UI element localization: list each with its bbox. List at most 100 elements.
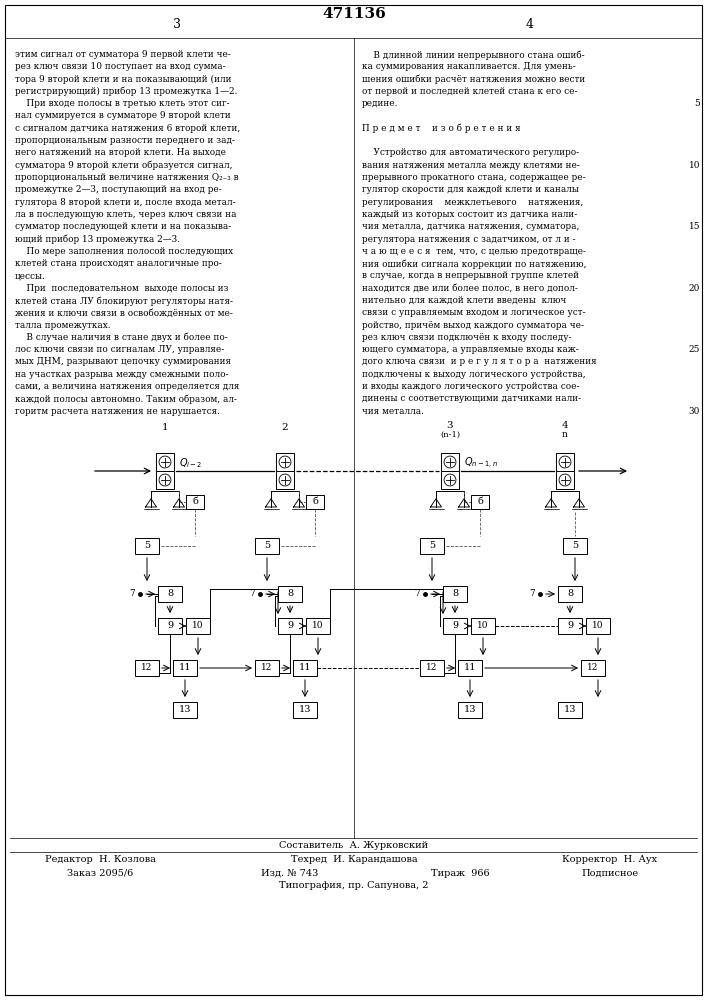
Text: 13: 13 [299, 706, 311, 714]
Text: 8: 8 [567, 589, 573, 598]
Text: ющего сумматора, а управляемые входы каж-: ющего сумматора, а управляемые входы каж… [362, 345, 579, 354]
Text: б: б [477, 497, 483, 506]
Text: 9: 9 [567, 621, 573, 631]
Text: 10: 10 [477, 621, 489, 631]
Bar [443, 586, 467, 602]
Text: n: n [562, 430, 568, 439]
Text: 8: 8 [287, 589, 293, 598]
Bar [558, 702, 582, 718]
Text: 10: 10 [689, 161, 700, 170]
Bar [135, 538, 159, 554]
Text: 5: 5 [144, 542, 150, 550]
Text: 8: 8 [167, 589, 173, 598]
Circle shape [159, 456, 171, 468]
Text: Тираж  966: Тираж 966 [431, 868, 489, 878]
Text: 11: 11 [464, 664, 477, 672]
Text: 5: 5 [264, 542, 270, 550]
Text: талла промежутках.: талла промежутках. [15, 321, 110, 330]
Text: 30: 30 [689, 407, 700, 416]
Text: сумматор последующей клети и на показыва-: сумматор последующей клети и на показыва… [15, 222, 231, 231]
Text: П р е д м е т    и з о б р е т е н и я: П р е д м е т и з о б р е т е н и я [362, 124, 520, 133]
Text: цессы.: цессы. [15, 271, 46, 280]
Text: 5: 5 [429, 542, 435, 550]
Text: 10: 10 [592, 621, 604, 631]
Text: 7: 7 [530, 589, 535, 598]
Text: подключены к выходу логического устройства,: подключены к выходу логического устройст… [362, 370, 585, 379]
Text: $Q_{i-2}$: $Q_{i-2}$ [179, 456, 202, 470]
Text: 7: 7 [414, 589, 420, 598]
Bar [276, 471, 294, 489]
Text: 4: 4 [526, 17, 534, 30]
Text: 12: 12 [262, 664, 273, 672]
Text: на участках разрыва между смежными поло-: на участках разрыва между смежными поло- [15, 370, 228, 379]
Text: рез ключ связи подключён к входу последу-: рез ключ связи подключён к входу последу… [362, 333, 571, 342]
Text: ч а ю щ е е с я  тем, что, с целью предотвраще-: ч а ю щ е е с я тем, что, с целью предот… [362, 247, 586, 256]
Text: этим сигнал от сумматора 9 первой клети че-: этим сигнал от сумматора 9 первой клети … [15, 50, 231, 59]
Text: 3: 3 [173, 17, 181, 30]
Text: 13: 13 [179, 706, 192, 714]
Text: В случае наличия в стане двух и более по-: В случае наличия в стане двух и более по… [15, 333, 228, 342]
Text: дого ключа связи  и р е г у л я т о р а  натяжения: дого ключа связи и р е г у л я т о р а н… [362, 358, 597, 366]
Bar [156, 453, 174, 471]
Text: 4: 4 [561, 421, 568, 430]
Text: промежутке 2—3, поступающий на вход ре-: промежутке 2—3, поступающий на вход ре- [15, 185, 222, 194]
Bar [306, 495, 324, 509]
Bar [420, 538, 444, 554]
Text: гулятор скорости для каждой клети и каналы: гулятор скорости для каждой клети и кана… [362, 185, 579, 194]
Circle shape [279, 456, 291, 468]
Text: горитм расчета натяжения не нарушается.: горитм расчета натяжения не нарушается. [15, 407, 220, 416]
Text: него натяжений на второй клети. На выходе: него натяжений на второй клети. На выход… [15, 148, 226, 157]
Text: 10: 10 [192, 621, 204, 631]
Text: шения ошибки расчёт натяжения можно вести: шения ошибки расчёт натяжения можно вест… [362, 75, 585, 84]
Text: каждой полосы автономно. Таким образом, ал-: каждой полосы автономно. Таким образом, … [15, 394, 237, 404]
Bar [443, 618, 467, 634]
Bar [173, 660, 197, 676]
Bar [278, 618, 302, 634]
Text: динены с соответствующими датчиками нали-: динены с соответствующими датчиками нали… [362, 394, 581, 403]
Text: Изд. № 743: Изд. № 743 [262, 868, 319, 878]
Bar [306, 618, 330, 634]
Text: в случае, когда в непрерывной группе клетей: в случае, когда в непрерывной группе кле… [362, 271, 579, 280]
Text: вания натяжения металла между клетями не-: вания натяжения металла между клетями не… [362, 161, 580, 170]
Text: 7: 7 [129, 589, 135, 598]
Bar [556, 453, 574, 471]
Bar [186, 618, 210, 634]
Circle shape [279, 474, 291, 486]
Text: В длинной линии непрерывного стана ошиб-: В длинной линии непрерывного стана ошиб- [362, 50, 585, 60]
Circle shape [559, 474, 571, 486]
Text: мых ДНМ, разрывают цепочку суммирования: мых ДНМ, разрывают цепочку суммирования [15, 358, 231, 366]
Text: 9: 9 [167, 621, 173, 631]
Text: регулятора натяжения с задатчиком, от л и -: регулятора натяжения с задатчиком, от л … [362, 234, 575, 243]
Circle shape [159, 474, 171, 486]
Text: ющий прибор 13 промежутка 2—3.: ющий прибор 13 промежутка 2—3. [15, 234, 180, 244]
Text: от первой и последней клетей стана к его се-: от первой и последней клетей стана к его… [362, 87, 578, 96]
Text: регулирования    межклетьевого    натяжения,: регулирования межклетьевого натяжения, [362, 198, 583, 207]
Text: сумматора 9 второй клети образуется сигнал,: сумматора 9 второй клети образуется сигн… [15, 161, 233, 170]
Text: Составитель  А. Журковский: Составитель А. Журковский [279, 840, 428, 850]
Bar [458, 702, 482, 718]
Text: Типография, пр. Сапунова, 2: Типография, пр. Сапунова, 2 [279, 882, 428, 890]
Text: тора 9 второй клети и на показывающий (или: тора 9 второй клети и на показывающий (и… [15, 75, 231, 84]
Bar [441, 471, 459, 489]
Text: 25: 25 [689, 345, 700, 354]
Bar [255, 538, 279, 554]
Bar [278, 586, 302, 602]
Bar [186, 495, 204, 509]
Text: б: б [312, 497, 318, 506]
Text: 13: 13 [464, 706, 477, 714]
Text: 11: 11 [179, 664, 192, 672]
Bar [471, 495, 489, 509]
Text: нительно для каждой клети введены  ключ: нительно для каждой клети введены ключ [362, 296, 566, 305]
Text: регистрирующий) прибор 13 промежутка 1—2.: регистрирующий) прибор 13 промежутка 1—2… [15, 87, 238, 96]
Text: ла в последующую клеть, через ключ связи на: ла в последующую клеть, через ключ связи… [15, 210, 237, 219]
Bar [563, 538, 587, 554]
Text: Редактор  Н. Козлова: Редактор Н. Козлова [45, 854, 156, 863]
Text: ния ошибки сигнала коррекции по натяжению,: ния ошибки сигнала коррекции по натяжени… [362, 259, 587, 269]
Text: находится две или более полос, в него допол-: находится две или более полос, в него до… [362, 284, 578, 293]
Bar [471, 618, 495, 634]
Text: 9: 9 [287, 621, 293, 631]
Bar [420, 660, 444, 676]
Text: Заказ 2095/6: Заказ 2095/6 [67, 868, 133, 878]
Text: Устройство для автоматического регулиро-: Устройство для автоматического регулиро- [362, 148, 579, 157]
Bar [558, 618, 582, 634]
